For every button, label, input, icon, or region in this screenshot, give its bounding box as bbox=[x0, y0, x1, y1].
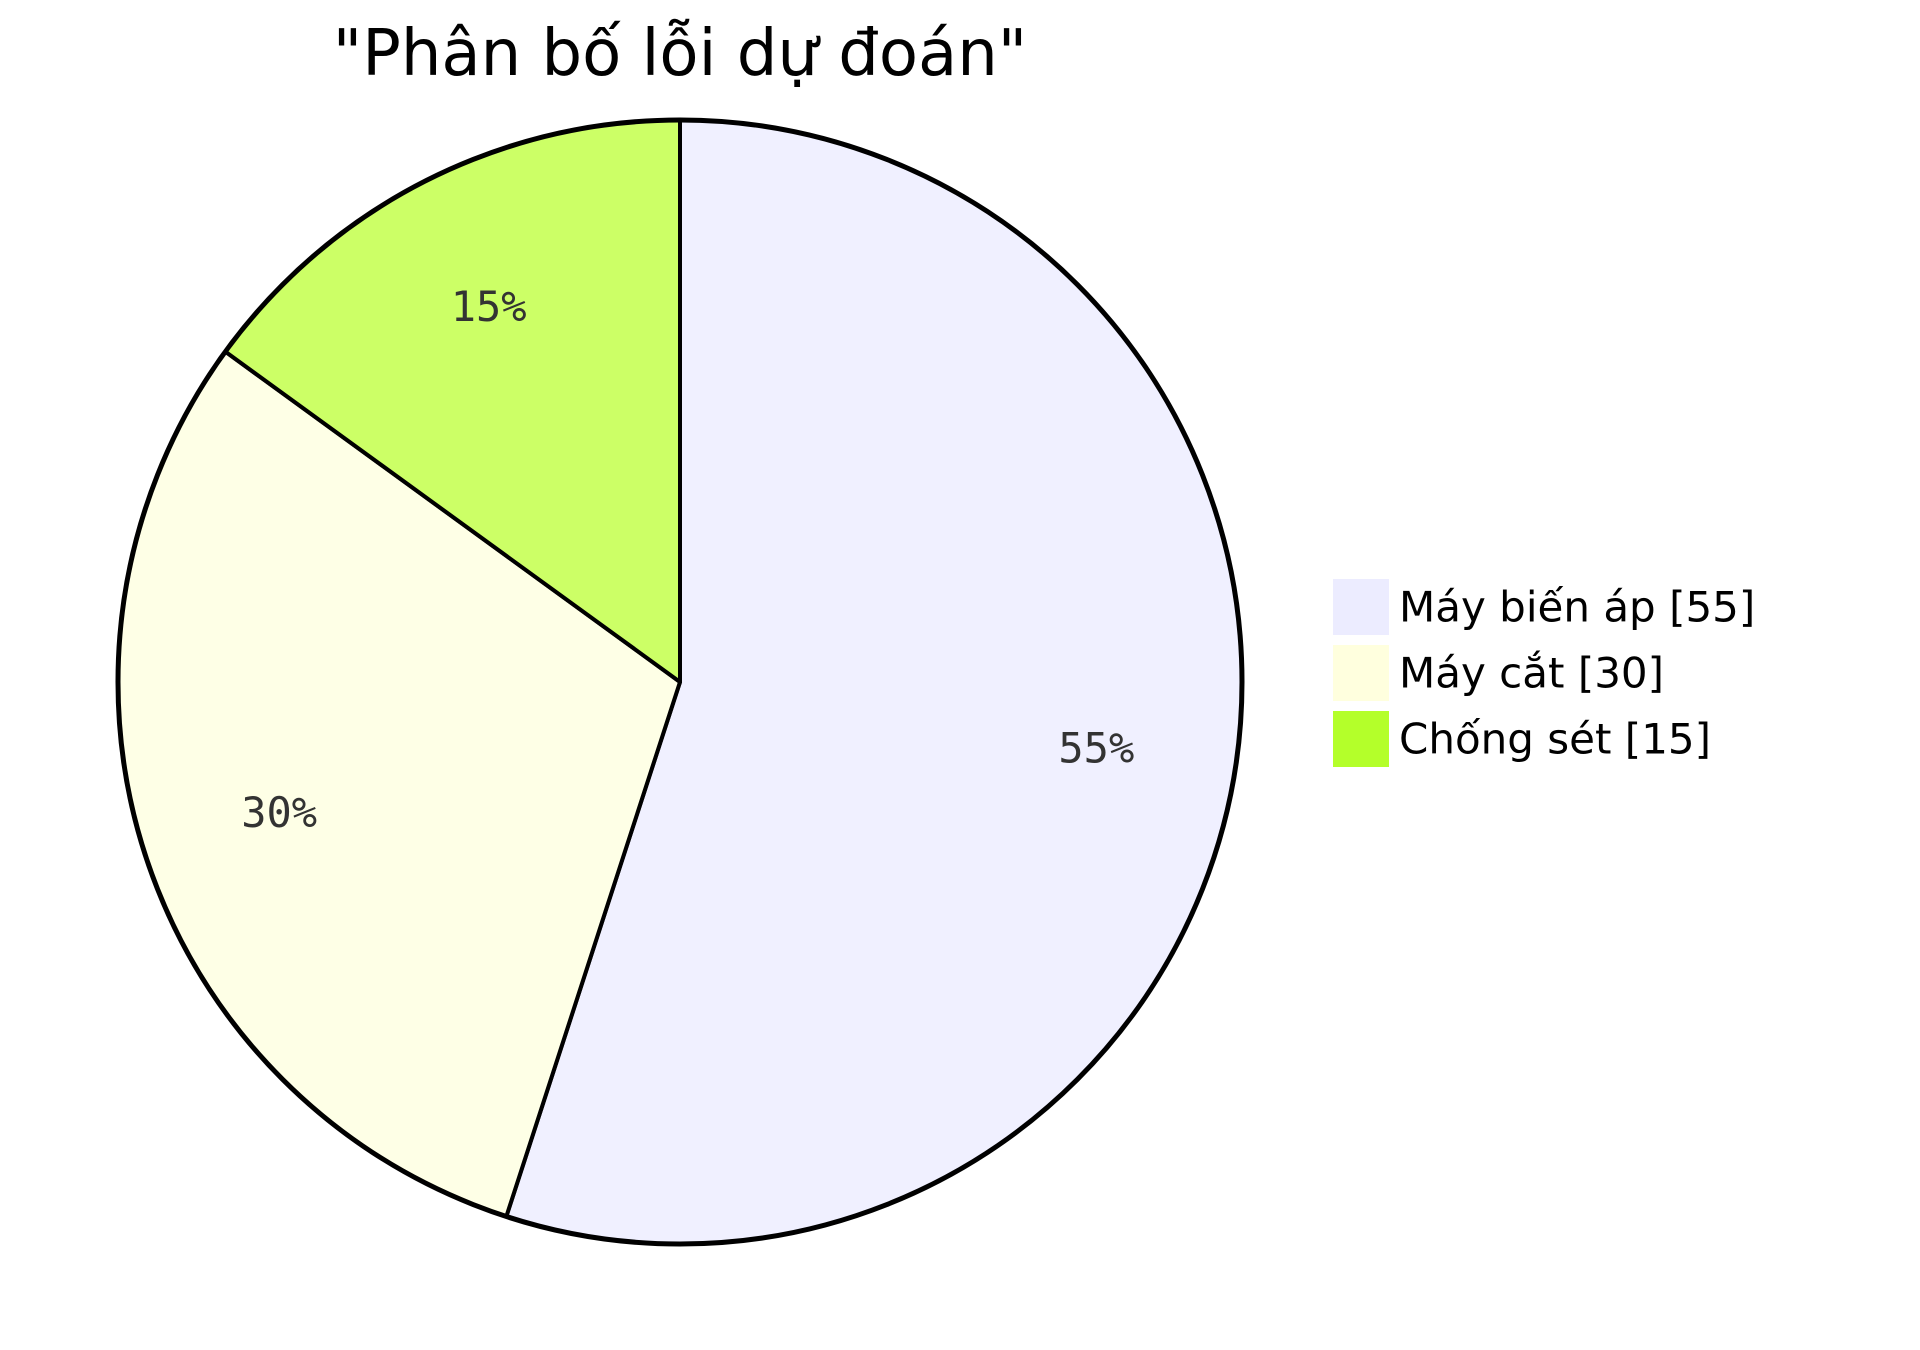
chart-title: "Phân bố lỗi dự đoán" bbox=[333, 17, 1027, 91]
legend-swatch-1 bbox=[1333, 579, 1389, 635]
slice-label-2: 30% bbox=[241, 788, 317, 837]
slice-label-3: 15% bbox=[451, 282, 527, 331]
legend-label-1: Máy biến áp [55] bbox=[1399, 583, 1755, 632]
legend-label-2: Máy cắt [30] bbox=[1399, 649, 1664, 698]
slice-label-1: 55% bbox=[1058, 723, 1134, 772]
pie-outline bbox=[115, 117, 1245, 1247]
legend-label-3: Chống sét [15] bbox=[1399, 715, 1711, 764]
pie-slices bbox=[116, 118, 1245, 1246]
legend: Máy biến áp [55] Máy cắt [30] Chống sét [1… bbox=[1333, 579, 1755, 767]
legend-swatch-2 bbox=[1333, 645, 1389, 701]
slice-labels: 55% 30% 15% bbox=[241, 282, 1134, 837]
legend-swatch-3 bbox=[1333, 711, 1389, 767]
